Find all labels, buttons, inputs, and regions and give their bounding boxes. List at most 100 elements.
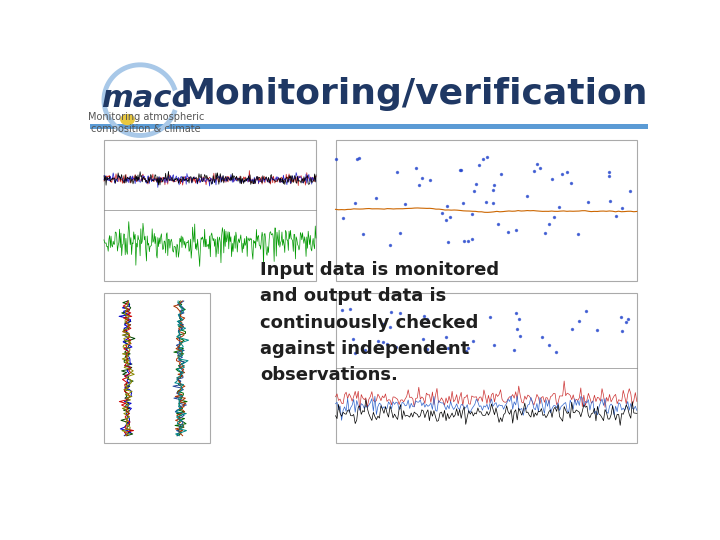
- Point: [454, 166, 466, 174]
- Point: [399, 200, 410, 209]
- Point: [359, 346, 371, 354]
- Point: [392, 168, 403, 177]
- Point: [410, 164, 422, 172]
- Point: [582, 198, 594, 206]
- Point: [347, 335, 359, 343]
- Point: [418, 334, 429, 343]
- Point: [457, 199, 469, 207]
- Point: [336, 306, 348, 314]
- Point: [353, 153, 364, 162]
- Point: [485, 313, 496, 322]
- Point: [503, 228, 514, 237]
- Point: [385, 308, 397, 316]
- Point: [474, 161, 485, 170]
- Point: [480, 198, 492, 207]
- Point: [467, 336, 479, 345]
- Point: [536, 333, 547, 342]
- Point: [466, 210, 477, 218]
- Point: [370, 193, 382, 202]
- Point: [337, 214, 348, 222]
- Point: [590, 326, 602, 334]
- Point: [510, 226, 522, 235]
- Point: [492, 220, 503, 228]
- Point: [543, 341, 554, 349]
- Point: [603, 172, 614, 180]
- Text: Monitoring/verification: Monitoring/verification: [179, 77, 648, 111]
- Bar: [336, 294, 636, 443]
- Point: [603, 168, 615, 177]
- Point: [462, 237, 473, 245]
- Point: [508, 346, 520, 354]
- Point: [436, 208, 448, 217]
- Point: [487, 199, 499, 208]
- Point: [487, 181, 499, 190]
- Point: [350, 199, 361, 207]
- Point: [487, 186, 499, 194]
- Point: [573, 316, 585, 325]
- Point: [418, 312, 429, 320]
- Point: [539, 229, 551, 238]
- Point: [442, 238, 454, 246]
- Point: [562, 168, 573, 177]
- Point: [471, 179, 482, 188]
- Point: [513, 314, 524, 323]
- Point: [372, 337, 383, 346]
- Point: [616, 203, 628, 212]
- Point: [460, 347, 472, 356]
- Point: [514, 332, 526, 340]
- Bar: [90, 124, 648, 129]
- Point: [381, 340, 392, 349]
- Text: Input data is monitored
and output data is
continuously checked
against independ: Input data is monitored and output data …: [260, 261, 499, 384]
- Point: [495, 170, 507, 179]
- Point: [417, 173, 428, 182]
- Point: [622, 314, 634, 323]
- Point: [440, 333, 451, 342]
- Point: [553, 202, 564, 211]
- Point: [488, 340, 500, 349]
- Point: [611, 212, 622, 220]
- Point: [444, 213, 456, 221]
- Point: [462, 344, 474, 353]
- Point: [531, 160, 543, 168]
- Point: [421, 345, 433, 354]
- Point: [443, 343, 454, 352]
- Point: [441, 202, 453, 211]
- Text: macc: macc: [102, 84, 190, 112]
- Point: [477, 155, 489, 164]
- Point: [510, 308, 522, 317]
- Point: [511, 325, 523, 333]
- Point: [621, 318, 632, 326]
- Point: [604, 197, 616, 205]
- Point: [343, 305, 355, 313]
- Point: [467, 235, 478, 244]
- Point: [624, 187, 636, 195]
- Bar: [336, 140, 636, 281]
- Bar: [104, 140, 316, 281]
- Point: [330, 155, 342, 164]
- Point: [413, 181, 425, 190]
- Point: [394, 229, 405, 238]
- Point: [580, 307, 592, 315]
- Point: [481, 153, 492, 161]
- Text: Monitoring atmospheric
composition & climate: Monitoring atmospheric composition & cli…: [88, 112, 204, 134]
- Point: [421, 314, 433, 323]
- Point: [534, 164, 546, 173]
- Point: [384, 322, 396, 331]
- Point: [572, 230, 583, 238]
- Point: [616, 327, 628, 335]
- Point: [390, 343, 402, 352]
- Point: [351, 154, 363, 163]
- Point: [544, 220, 555, 229]
- Point: [521, 192, 532, 200]
- Point: [377, 319, 388, 328]
- Point: [358, 230, 369, 238]
- Point: [548, 213, 559, 221]
- Point: [440, 216, 451, 225]
- Point: [468, 186, 480, 195]
- Point: [394, 309, 405, 318]
- Point: [564, 179, 576, 187]
- Point: [377, 338, 388, 346]
- Point: [455, 165, 467, 174]
- Circle shape: [121, 114, 134, 125]
- Bar: [104, 294, 210, 443]
